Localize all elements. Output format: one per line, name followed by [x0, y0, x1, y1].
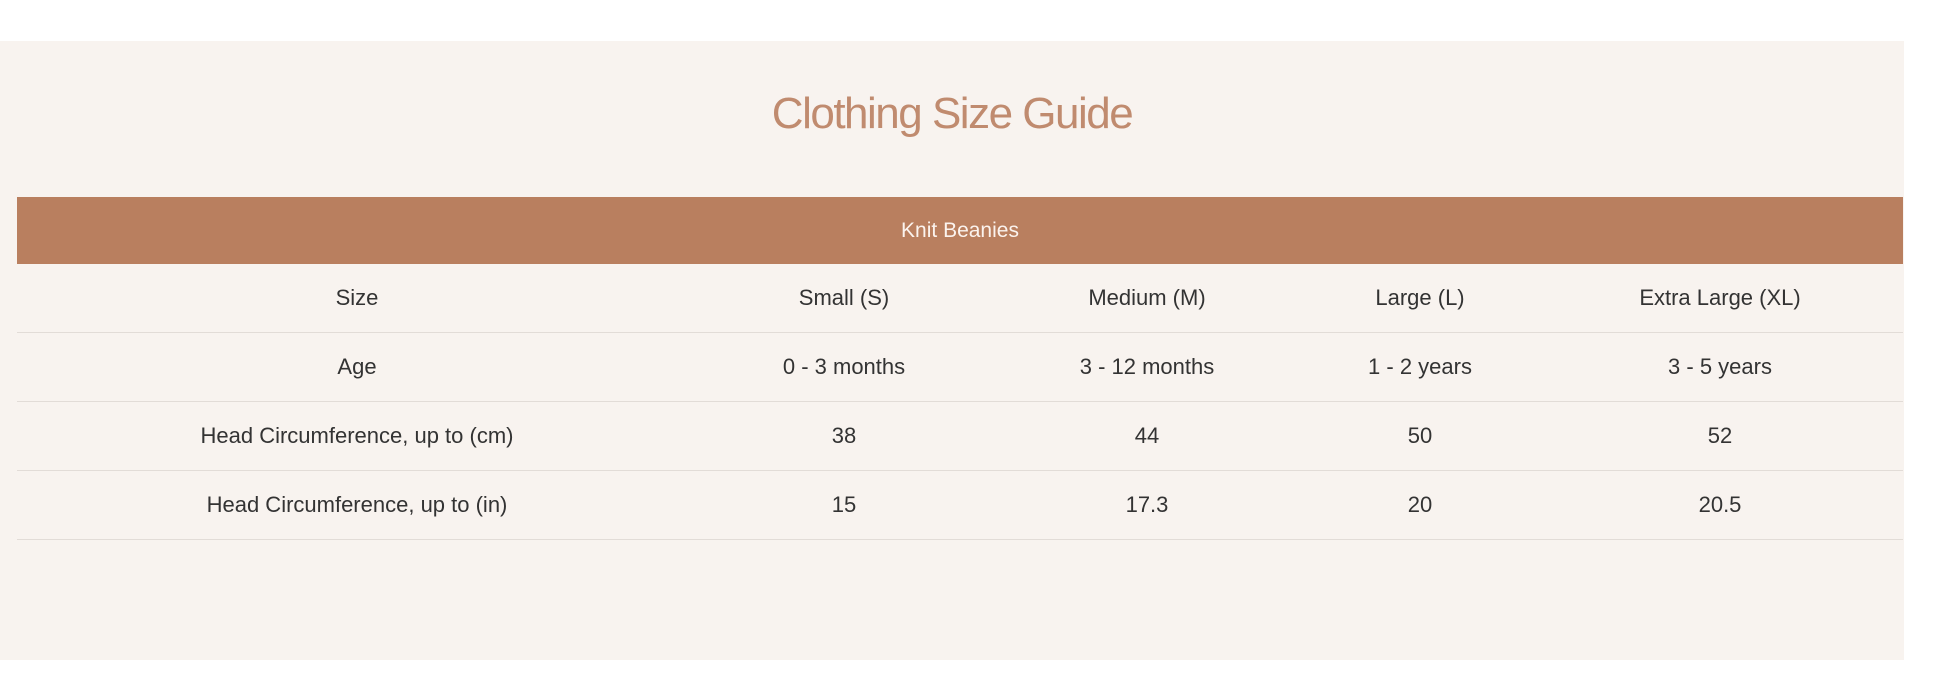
table-cell: 17.3: [991, 470, 1303, 540]
table-cell: 3 - 12 months: [991, 332, 1303, 402]
table-row: Head Circumference, up to (in) 15 17.3 20 20…: [17, 470, 1904, 540]
table-cell: 44: [991, 401, 1303, 471]
table-cell: 15: [697, 470, 991, 540]
size-table: Knit Beanies Size Small (S) Medium (M) Larg…: [17, 197, 1904, 540]
row-label: Age: [17, 332, 697, 402]
row-label: Size: [17, 264, 697, 333]
table-cell: 52: [1537, 401, 1904, 471]
row-label: Head Circumference, up to (cm): [17, 401, 697, 471]
row-label: Head Circumference, up to (in): [17, 470, 697, 540]
size-guide-panel: Clothing Size Guide Knit Beanies Size Sma…: [0, 41, 1904, 660]
table-cell: Medium (M): [991, 264, 1303, 333]
table-cell: 3 - 5 years: [1537, 332, 1904, 402]
table-cell: 0 - 3 months: [697, 332, 991, 402]
table-cell: Extra Large (XL): [1537, 264, 1904, 333]
table-cell: 50: [1303, 401, 1537, 471]
table-cell: Small (S): [697, 264, 991, 333]
table-cell: Large (L): [1303, 264, 1537, 333]
table-row: Size Small (S) Medium (M) Large (L) Extra La…: [17, 264, 1904, 333]
table-row: Head Circumference, up to (cm) 38 44 50 52: [17, 401, 1904, 471]
table-row: Age 0 - 3 months 3 - 12 months 1 - 2 years 3…: [17, 332, 1904, 402]
table-group-header: Knit Beanies: [17, 197, 1904, 264]
table-cell: 20.5: [1537, 470, 1904, 540]
table-cell: 20: [1303, 470, 1537, 540]
table-cell: 1 - 2 years: [1303, 332, 1537, 402]
table-cell: 38: [697, 401, 991, 471]
page-title: Clothing Size Guide: [771, 89, 1134, 138]
